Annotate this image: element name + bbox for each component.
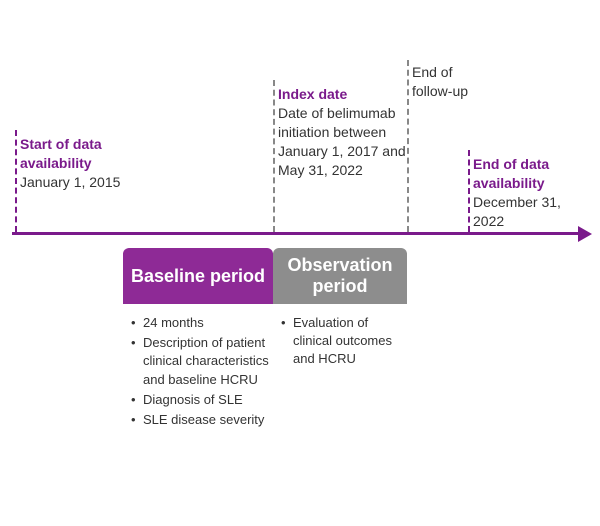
label-end: End of data availability December 31, 20… [473, 155, 588, 231]
dash-end [468, 150, 470, 232]
label-index-sub: Date of belimumab initiation between Jan… [278, 104, 406, 180]
label-index: Index date Date of belimumab initiation … [278, 85, 406, 179]
label-index-title: Index date [278, 85, 406, 104]
label-start-sub: January 1, 2015 [20, 173, 140, 192]
observation-period-box: Observation period [273, 248, 407, 304]
list-item: SLE disease severity [131, 411, 271, 429]
label-start: Start of data availability January 1, 20… [20, 135, 140, 192]
list-item: Description of patient clinical characte… [131, 334, 271, 389]
study-timeline-diagram: Start of data availability January 1, 20… [0, 0, 600, 526]
dash-followup [407, 60, 409, 232]
dash-index [273, 80, 275, 232]
label-end-title: End of data availability [473, 155, 588, 193]
label-start-title: Start of data availability [20, 135, 140, 173]
baseline-period-label: Baseline period [131, 266, 265, 287]
timeline-axis [12, 232, 580, 235]
list-item: Evaluation of clinical outcomes and HCRU [281, 314, 409, 369]
label-followup: End of follow-up [412, 63, 492, 101]
list-item: Diagnosis of SLE [131, 391, 271, 409]
observation-period-label: Observation period [273, 255, 407, 296]
baseline-bullets: 24 months Description of patient clinica… [131, 314, 271, 431]
baseline-period-box: Baseline period [123, 248, 273, 304]
label-followup-title: End of follow-up [412, 63, 492, 101]
dash-start [15, 130, 17, 232]
label-end-sub: December 31, 2022 [473, 193, 588, 231]
observation-bullets: Evaluation of clinical outcomes and HCRU [281, 314, 409, 371]
list-item: 24 months [131, 314, 271, 332]
